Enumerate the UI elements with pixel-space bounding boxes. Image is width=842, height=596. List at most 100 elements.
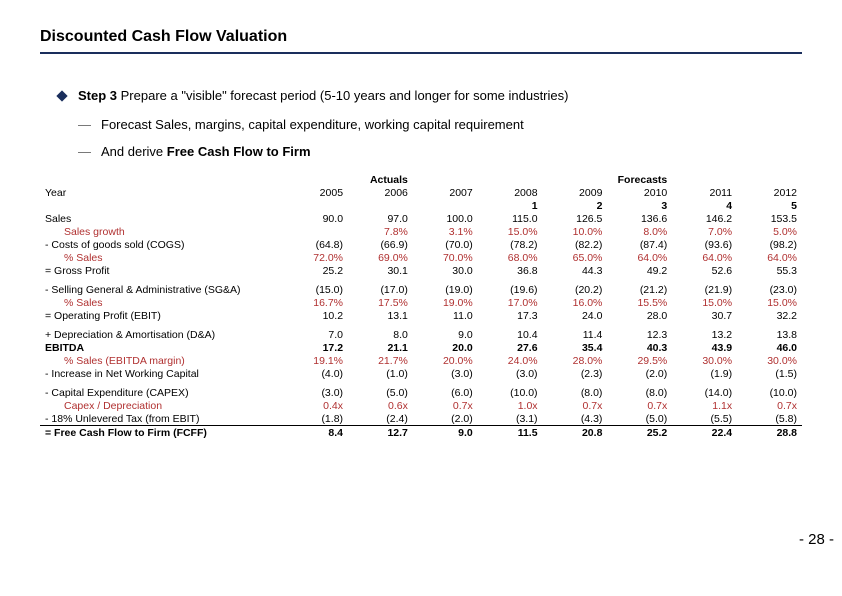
cell: 28.0	[607, 309, 672, 322]
year-label: Year	[40, 186, 283, 199]
cell: 5.0%	[737, 225, 802, 238]
cell: 21.1	[348, 341, 413, 354]
table-row: Sales90.097.0100.0115.0126.5136.6146.215…	[40, 212, 802, 225]
year-col-7: 2012	[737, 186, 802, 199]
cell: 20.8	[543, 426, 608, 440]
cell: (1.9)	[672, 367, 737, 380]
cell: (19.6)	[478, 283, 543, 296]
cell: (10.0)	[737, 386, 802, 399]
cell: 153.5	[737, 212, 802, 225]
cell: 0.7x	[607, 399, 672, 412]
bullet-list: Step 3 Prepare a "visible" forecast peri…	[58, 88, 802, 159]
cell: 0.7x	[543, 399, 608, 412]
page-title: Discounted Cash Flow Valuation	[40, 28, 802, 54]
cell: 27.6	[478, 341, 543, 354]
cell: 11.4	[543, 328, 608, 341]
cell: 64.0%	[672, 251, 737, 264]
cell: 10.0%	[543, 225, 608, 238]
cell: 3.1%	[413, 225, 478, 238]
actuals-header: Actuals	[348, 173, 413, 186]
cell: 35.4	[543, 341, 608, 354]
row-label: - Capital Expenditure (CAPEX)	[40, 386, 283, 399]
cell: 19.1%	[283, 354, 348, 367]
sub2-bold: Free Cash Flow to Firm	[167, 144, 311, 159]
cell: 28.8	[737, 426, 802, 440]
year-col-0: 2005	[283, 186, 348, 199]
row-label: = Operating Profit (EBIT)	[40, 309, 283, 322]
table-header: Actuals Forecasts Year 20052006200720082…	[40, 173, 802, 212]
cell: 15.0%	[672, 296, 737, 309]
sub-bullet-2-text: And derive Free Cash Flow to Firm	[101, 144, 311, 159]
cell: (5.8)	[737, 412, 802, 426]
cell: 65.0%	[543, 251, 608, 264]
cell: (4.3)	[543, 412, 608, 426]
cell: 17.5%	[348, 296, 413, 309]
cell: 115.0	[478, 212, 543, 225]
page-number: - 28 -	[799, 531, 834, 548]
cell: 46.0	[737, 341, 802, 354]
row-label: Sales growth	[40, 225, 283, 238]
cell: 64.0%	[737, 251, 802, 264]
cell: (10.0)	[478, 386, 543, 399]
cell: 52.6	[672, 264, 737, 277]
cell: 9.0	[413, 426, 478, 440]
row-label: % Sales (EBITDA margin)	[40, 354, 283, 367]
table-row: = Free Cash Flow to Firm (FCFF)8.412.79.…	[40, 426, 802, 440]
cell: 90.0	[283, 212, 348, 225]
cell: 97.0	[348, 212, 413, 225]
cell: 21.7%	[348, 354, 413, 367]
cell: (98.2)	[737, 238, 802, 251]
sub-bullet-1: — Forecast Sales, margins, capital expen…	[78, 117, 802, 132]
cell: (1.5)	[737, 367, 802, 380]
cell: (82.2)	[543, 238, 608, 251]
cell: 100.0	[413, 212, 478, 225]
cell: 25.2	[607, 426, 672, 440]
cell: 64.0%	[607, 251, 672, 264]
cell: 69.0%	[348, 251, 413, 264]
cell: 20.0	[413, 341, 478, 354]
cell: 0.7x	[413, 399, 478, 412]
table-row: EBITDA17.221.120.027.635.440.343.946.0	[40, 341, 802, 354]
cell: 15.5%	[607, 296, 672, 309]
table-row: - Capital Expenditure (CAPEX)(3.0)(5.0)(…	[40, 386, 802, 399]
row-label: % Sales	[40, 251, 283, 264]
cell: (1.0)	[348, 367, 413, 380]
dash-icon: —	[78, 117, 91, 132]
cell: 12.3	[607, 328, 672, 341]
cell: 55.3	[737, 264, 802, 277]
row-label: = Gross Profit	[40, 264, 283, 277]
cell: 25.2	[283, 264, 348, 277]
forecasts-header: Forecasts	[607, 173, 672, 186]
cell: (3.0)	[413, 367, 478, 380]
cell: 28.0%	[543, 354, 608, 367]
cell: (2.4)	[348, 412, 413, 426]
year-col-4: 2009	[543, 186, 608, 199]
cell: 9.0	[413, 328, 478, 341]
cell: 11.0	[413, 309, 478, 322]
cell: (4.0)	[283, 367, 348, 380]
cell: 146.2	[672, 212, 737, 225]
cell: (17.0)	[348, 283, 413, 296]
cell: 12.7	[348, 426, 413, 440]
financial-table-container: Actuals Forecasts Year 20052006200720082…	[40, 173, 802, 439]
cell: 30.0%	[737, 354, 802, 367]
cell: 30.0%	[672, 354, 737, 367]
row-label: Sales	[40, 212, 283, 225]
cell: (8.0)	[543, 386, 608, 399]
index-col-6: 4	[672, 199, 737, 212]
table-row: - Costs of goods sold (COGS)(64.8)(66.9)…	[40, 238, 802, 251]
row-label: - Selling General & Administrative (SG&A…	[40, 283, 283, 296]
cell: (87.4)	[607, 238, 672, 251]
cell: 10.2	[283, 309, 348, 322]
cell: 7.8%	[348, 225, 413, 238]
main-bullet: Step 3 Prepare a "visible" forecast peri…	[58, 88, 802, 103]
cell: (70.0)	[413, 238, 478, 251]
index-col-2	[413, 199, 478, 212]
main-bullet-text: Step 3 Prepare a "visible" forecast peri…	[78, 88, 568, 103]
cell: 68.0%	[478, 251, 543, 264]
table-row: = Gross Profit25.230.130.036.844.349.252…	[40, 264, 802, 277]
cell: 44.3	[543, 264, 608, 277]
cell: (6.0)	[413, 386, 478, 399]
table-row: % Sales (EBITDA margin)19.1%21.7%20.0%24…	[40, 354, 802, 367]
cell: 0.7x	[737, 399, 802, 412]
